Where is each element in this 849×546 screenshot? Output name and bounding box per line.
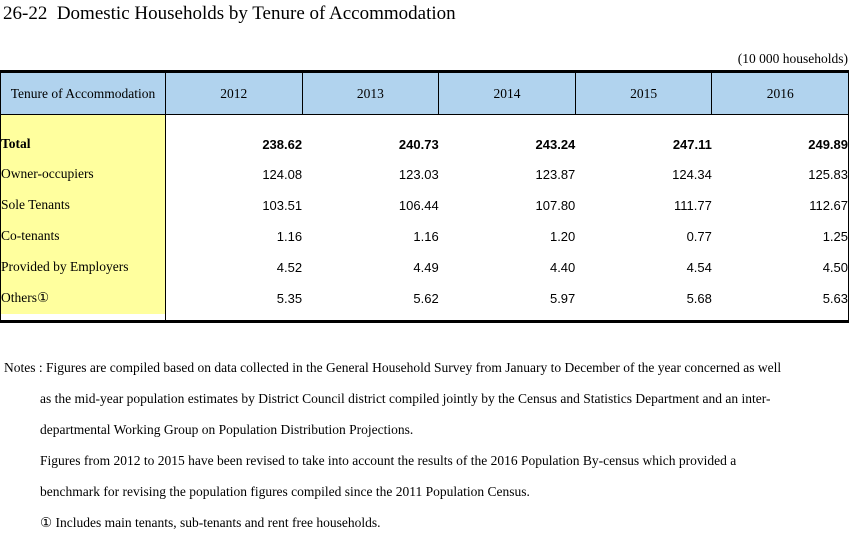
value-cell: 123.87: [535, 166, 576, 182]
note-line: as the mid-year population estimates by …: [40, 391, 771, 406]
row-label-sole-tenants: Sole Tenants: [0, 189, 166, 221]
value-cell: 238.62: [262, 136, 303, 152]
note-line: benchmark for revising the population fi…: [40, 484, 530, 499]
note-line: departmental Working Group on Population…: [40, 422, 414, 437]
value-cell: 4.40: [549, 259, 576, 275]
filler-cell: [711, 313, 849, 322]
filler-cell: [439, 314, 576, 322]
units-label: (10 000 households): [737, 51, 848, 66]
value-cell: 4.49: [413, 259, 439, 275]
value-cell: 112.67: [711, 189, 849, 221]
value-cell: 1.20: [549, 228, 576, 244]
header-cell-tenure: Tenure of Accommodation: [0, 70, 166, 115]
value-cell: 243.24: [535, 136, 576, 152]
notes-section: Notes : Figures are compiled based on da…: [4, 352, 781, 538]
value-cell: 1.25: [711, 220, 849, 252]
tenure-table: Tenure of Accommodation 2012 2013 2014 2…: [0, 70, 849, 323]
value-cell: 124.34: [672, 166, 712, 182]
value-cell: 4.50: [711, 251, 849, 283]
header-cell-2012: 2012: [165, 70, 303, 115]
row-label-total: Total: [0, 114, 166, 159]
value-cell: 111.77: [674, 197, 712, 213]
header-cell-2015: 2015: [574, 70, 713, 115]
value-cell: 5.63: [711, 282, 849, 314]
note-line-footnote: ① Includes main tenants, sub-tenants and…: [40, 515, 381, 530]
value-cell: 240.73: [398, 136, 439, 152]
value-cell: 5.35: [276, 290, 303, 306]
filler-cell: [575, 314, 712, 322]
row-label-owner-occupiers: Owner-occupiers: [0, 158, 166, 190]
table-row-owner-occupiers: Owner-occupiers 124.08 123.03 123.87 124…: [0, 158, 849, 190]
value-cell: 5.97: [549, 290, 576, 306]
header-cell-2014: 2014: [438, 70, 576, 115]
row-label-others: Others①: [0, 282, 166, 314]
value-cell: 1.16: [413, 228, 439, 244]
page-title: 26-22 Domestic Households by Tenure of A…: [3, 3, 456, 24]
value-cell: 106.44: [398, 197, 439, 213]
value-cell: 4.52: [276, 259, 303, 275]
row-label-co-tenants: Co-tenants: [0, 220, 166, 252]
table-row-total: Total 238.62 240.73 243.24 247.11 249.89: [0, 114, 849, 159]
value-cell: 5.62: [413, 290, 439, 306]
value-cell: 0.77: [686, 228, 712, 244]
table-header-row: Tenure of Accommodation 2012 2013 2014 2…: [0, 70, 849, 115]
value-cell: 124.08: [262, 166, 303, 182]
filler-cell: [166, 314, 303, 322]
value-cell: 103.51: [262, 197, 303, 213]
table-filler-row: [0, 313, 849, 322]
value-cell: 5.68: [686, 290, 712, 306]
row-label-provided-by-employers: Provided by Employers: [0, 251, 166, 283]
table-row-sole-tenants: Sole Tenants 103.51 106.44 107.80 111.77…: [0, 189, 849, 221]
table-row-others: Others① 5.35 5.62 5.97 5.68 5.63: [0, 282, 849, 314]
value-cell: 125.83: [711, 158, 849, 190]
value-cell: 123.03: [398, 166, 439, 182]
note-line: Figures from 2012 to 2015 have been revi…: [40, 453, 737, 468]
value-cell: 1.16: [276, 228, 303, 244]
filler-cell: [302, 314, 439, 322]
value-cell: 249.89: [711, 114, 849, 159]
value-cell: 107.80: [535, 197, 576, 213]
value-cell: 247.11: [672, 136, 712, 152]
value-cell: 4.54: [686, 259, 712, 275]
header-cell-2016: 2016: [711, 70, 849, 115]
filler-cell: [0, 313, 166, 322]
note-line: Notes : Figures are compiled based on da…: [4, 360, 782, 375]
table-row-co-tenants: Co-tenants 1.16 1.16 1.20 0.77 1.25: [0, 220, 849, 252]
header-cell-2013: 2013: [301, 70, 440, 115]
table-row-provided-by-employers: Provided by Employers 4.52 4.49 4.40 4.5…: [0, 251, 849, 283]
